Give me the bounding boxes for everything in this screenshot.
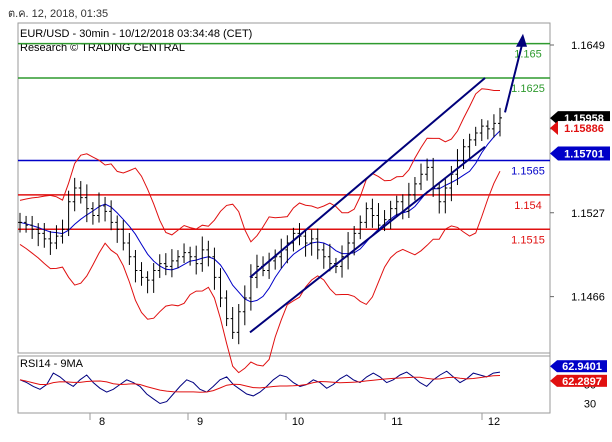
- price-tick-label: 1.1466: [571, 292, 605, 304]
- trend-channel: [249, 77, 486, 334]
- price-tag-box: [558, 146, 610, 161]
- rsi-tags: 62.9401 62.2897: [550, 360, 607, 388]
- time-tick-label: 8: [99, 416, 105, 428]
- rsi-panel-frame: [17, 355, 551, 414]
- time-axis-ticks: 8 9 10 11 12: [89, 413, 500, 428]
- chart-title: EUR/USD - 30min - 10/12/2018 03:34:48 (C…: [20, 28, 252, 40]
- price-tick-label: 1.1527: [571, 208, 605, 220]
- level-label: 1.1625: [511, 83, 545, 95]
- forecast-arrow-shaft: [504, 44, 523, 113]
- rsi-title: RSI14 - 9MA: [20, 358, 84, 370]
- rsi-tag-pointer: [550, 360, 557, 373]
- level-label: 1.1515: [511, 234, 545, 246]
- bollinger-upper: [19, 88, 500, 243]
- rsi-ma-line: [19, 375, 501, 393]
- rsi-tag-box: [557, 374, 607, 387]
- bollinger-lower: [19, 170, 501, 374]
- channel-lower-line: [249, 145, 486, 334]
- price-tag-box: [558, 121, 610, 136]
- channel-upper-line: [249, 77, 486, 279]
- time-tick-label: 10: [292, 416, 304, 428]
- level-label: 1.1565: [511, 166, 545, 178]
- price-tag-pointer: [550, 111, 558, 126]
- price-tag-pointer: [550, 121, 558, 136]
- rsi-tag-box: [557, 360, 607, 373]
- price-panel-frame: [17, 22, 551, 354]
- level-label: 1.154: [514, 200, 542, 212]
- time-tick-label: 9: [197, 416, 203, 428]
- rsi-tag-label: 62.9401: [562, 361, 602, 373]
- forecast-arrow-head: [516, 33, 527, 47]
- forecast-arrow: [504, 33, 527, 113]
- rsi-tick-label: 30: [584, 399, 596, 411]
- timestamp: ต.ค. 12, 2018, 01:35: [8, 8, 109, 20]
- rsi-tag-pointer: [550, 374, 557, 387]
- time-tick-label: 12: [488, 416, 500, 428]
- rsi-tag-label: 62.2897: [562, 376, 602, 388]
- price-tag-pointer: [550, 146, 558, 161]
- rsi-line: [19, 370, 501, 405]
- price-tick-label: 1.1649: [571, 40, 605, 52]
- price-tag-label: 1.15886: [564, 123, 604, 135]
- chart-credit: Research © TRADING CENTRAL: [20, 42, 185, 54]
- rsi-series: [19, 370, 501, 405]
- price-tag-label: 1.15701: [564, 148, 604, 160]
- time-tick-label: 11: [391, 416, 402, 428]
- price-bars: [18, 107, 502, 345]
